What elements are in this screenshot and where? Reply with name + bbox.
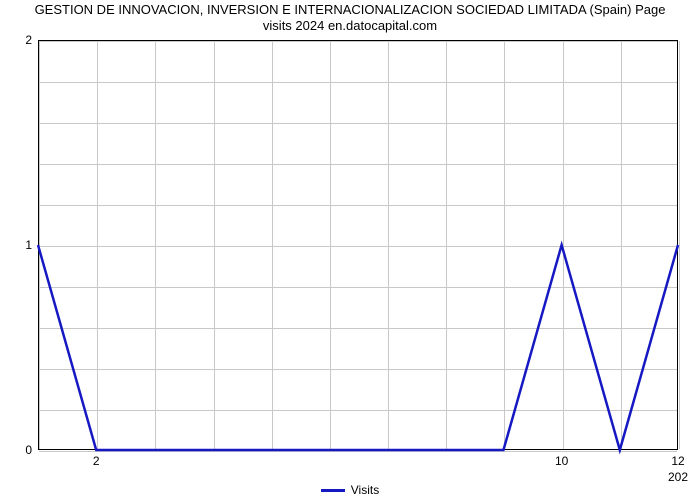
legend: Visits	[0, 483, 700, 497]
x-tick-label: 12	[671, 454, 684, 468]
y-tick-label: 1	[0, 238, 32, 252]
y-tick-label: 0	[0, 443, 32, 457]
chart-area: 01221012202	[38, 40, 678, 450]
gridline-vertical	[679, 41, 680, 449]
series-line	[38, 40, 678, 450]
legend-swatch	[321, 489, 345, 492]
chart-title: GESTION DE INNOVACION, INVERSION E INTER…	[0, 2, 700, 35]
legend-label: Visits	[351, 483, 379, 497]
y-tick-label: 2	[0, 33, 32, 47]
x-tick-label: 10	[555, 454, 568, 468]
x-secondary-label: 202	[668, 470, 688, 484]
x-tick-label: 2	[93, 454, 100, 468]
